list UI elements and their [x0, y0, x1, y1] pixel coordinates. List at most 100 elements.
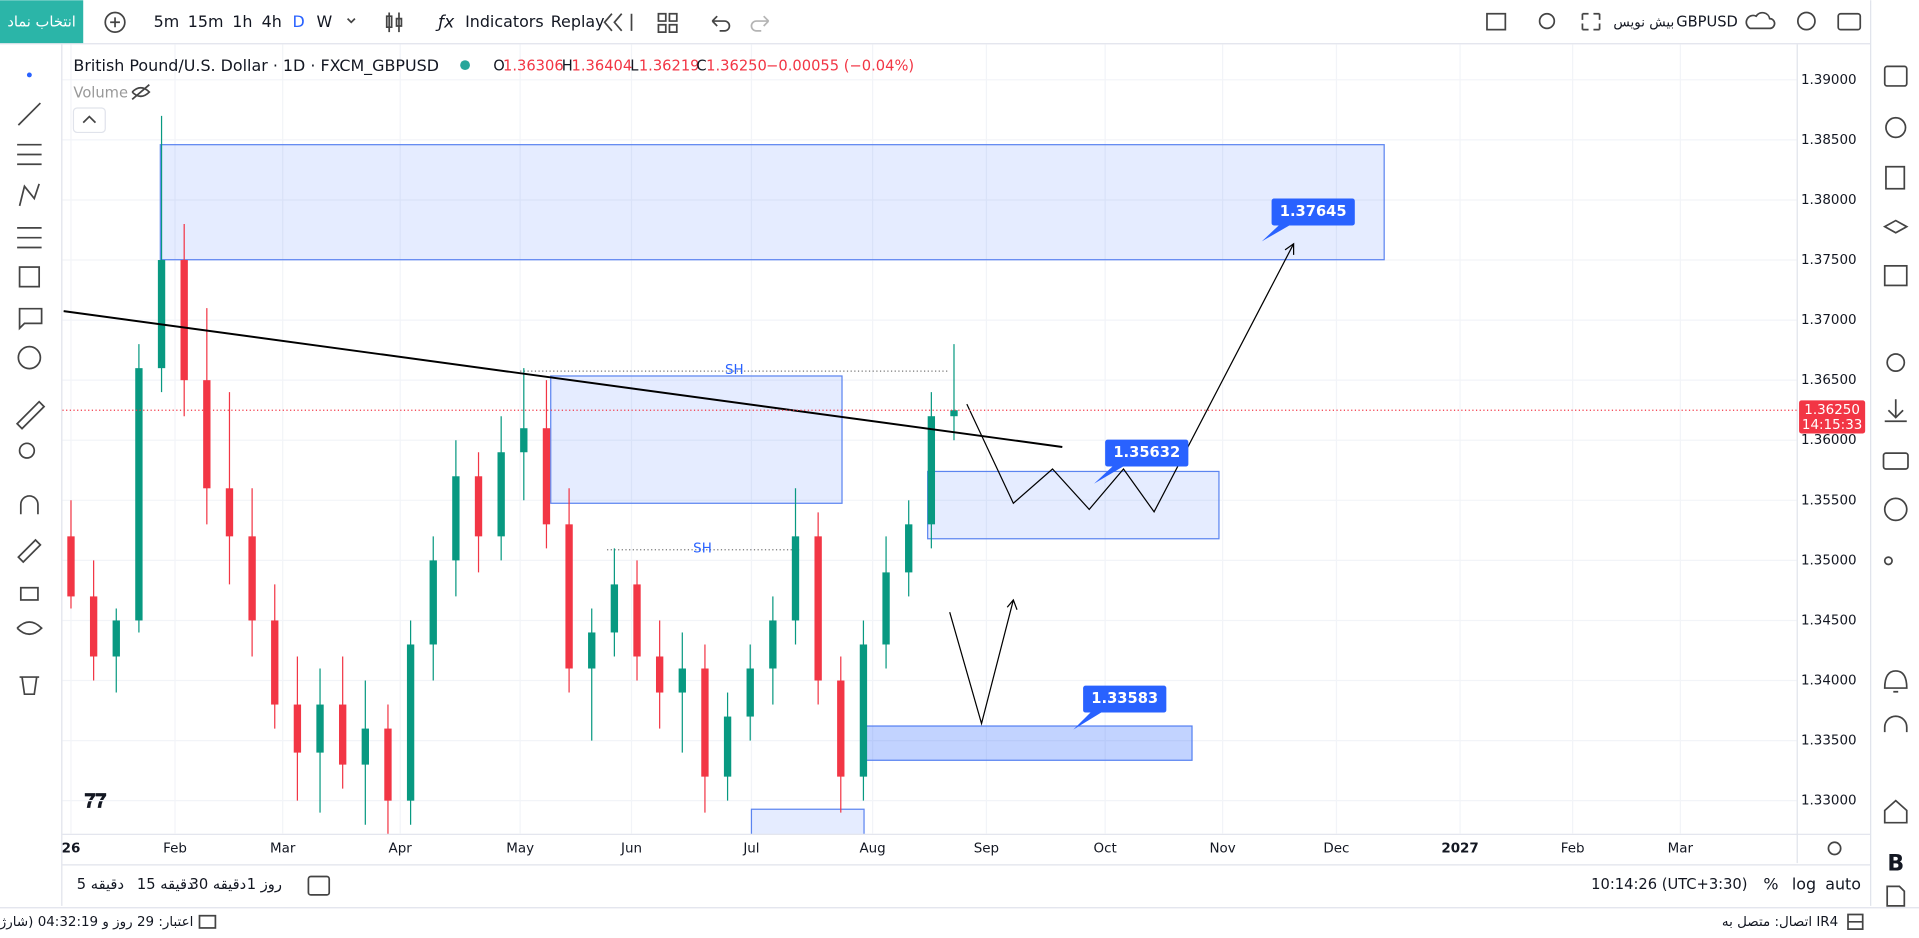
percent-toggle[interactable]: %	[1763, 875, 1778, 894]
x-tick-label: Apr	[389, 841, 413, 856]
expand-icon[interactable]	[1581, 12, 1601, 31]
hide-tool[interactable]	[16, 621, 43, 636]
ui-texts: انتخاب نماد 5m 15m 1h 4h D W Indicators ƒx Replay…	[0, 12, 1866, 930]
candle-body	[89, 596, 98, 657]
candle-body	[655, 656, 664, 693]
log-toggle[interactable]: log	[1792, 875, 1816, 894]
price-label-box	[1083, 685, 1167, 713]
share-icon[interactable]	[1883, 556, 1893, 566]
download-icon[interactable]	[1884, 399, 1907, 423]
x-tick-label: Oct	[1094, 841, 1117, 856]
search-icon[interactable]	[1538, 12, 1556, 30]
replay-icon[interactable]	[603, 13, 633, 32]
range-button[interactable]: 30 دقیقه	[190, 876, 247, 893]
candle-body	[723, 716, 732, 777]
timeframe[interactable]: W	[316, 12, 332, 31]
collapse-legend-button[interactable]	[72, 107, 106, 134]
draft-label[interactable]: بیش نویس	[1613, 15, 1674, 30]
ideas-icon[interactable]	[1883, 264, 1908, 287]
range-button[interactable]: 1 روز	[247, 876, 282, 893]
profile-icon[interactable]	[1883, 497, 1908, 522]
timeframe[interactable]: 4h	[262, 12, 282, 31]
candle-body	[203, 380, 211, 489]
indicators-icon: ƒx	[435, 12, 455, 32]
shape-tool[interactable]	[18, 266, 41, 288]
connection-status: اتصال: متصل به IR4	[1722, 915, 1838, 930]
lock-tool[interactable]	[19, 586, 39, 601]
settings-icon[interactable]	[1796, 11, 1816, 31]
volume-hidden-icon[interactable]	[131, 84, 151, 101]
brand-icon[interactable]: B	[1887, 851, 1904, 876]
chart-type-icon[interactable]	[385, 12, 403, 33]
candle-body	[520, 428, 528, 453]
prediction-tool[interactable]	[17, 227, 42, 249]
candle-body	[905, 524, 913, 573]
auto-toggle[interactable]: auto	[1825, 875, 1861, 894]
snapshot-icon[interactable]	[1837, 12, 1862, 31]
range-button[interactable]: 15 دقیقه	[137, 876, 194, 893]
indicators-button[interactable]: Indicators	[465, 12, 544, 31]
alerts-icon[interactable]	[1885, 116, 1907, 139]
legend-high-value: 1.36404	[572, 57, 633, 74]
timeframe[interactable]: 15m	[188, 12, 224, 31]
icon-tool[interactable]	[17, 345, 42, 370]
notes-icon[interactable]	[1885, 165, 1906, 190]
range-button[interactable]: 5 دقیقه	[77, 876, 124, 893]
candle-body	[406, 644, 415, 801]
line-tool[interactable]	[17, 102, 41, 126]
x-tick-label: Jul	[742, 841, 759, 856]
fib-tool[interactable]	[17, 143, 42, 166]
redo-icon[interactable]	[750, 15, 770, 32]
symbol-button[interactable]	[0, 0, 84, 44]
undo-icon[interactable]	[711, 15, 731, 32]
magnet-tool[interactable]	[19, 495, 39, 515]
dropdown-icon[interactable]	[346, 18, 356, 24]
swing-high-label: SH	[693, 542, 712, 557]
y-tick-label: 1.37000	[1801, 313, 1857, 328]
timeframe[interactable]: D	[292, 12, 304, 31]
price-label-text: 1.33583	[1091, 690, 1158, 707]
zoom-tool[interactable]	[18, 442, 36, 459]
replay-button[interactable]: Replay	[551, 12, 605, 31]
axis-settings-icon[interactable]	[1827, 841, 1842, 856]
pattern-tool[interactable]	[18, 183, 40, 207]
timeframe[interactable]: 1h	[232, 12, 252, 31]
market-status-dot	[460, 60, 470, 71]
exit-icon[interactable]	[1886, 885, 1906, 907]
x-tick-label: Nov	[1209, 841, 1235, 856]
notification-icon[interactable]	[1883, 670, 1908, 693]
symbol-name[interactable]: GBPUSD	[1676, 13, 1738, 30]
price-label-box	[1105, 439, 1189, 467]
y-tick-label: 1.38500	[1801, 133, 1857, 148]
settings-side-icon[interactable]	[1886, 353, 1906, 372]
candle-body	[950, 410, 958, 417]
layout-icon[interactable]	[657, 12, 678, 33]
home-icon[interactable]	[1883, 799, 1908, 824]
support-icon[interactable]	[1883, 715, 1908, 733]
right-sidebar-icons	[1882, 65, 1909, 907]
candle-body	[271, 620, 279, 705]
cursor-tool[interactable]	[26, 72, 32, 78]
x-tick-label: 26	[62, 841, 81, 856]
draw-mode-tool[interactable]	[17, 538, 42, 564]
legend-title: British Pound/U.S. Dollar · 1D · FXCM_GB…	[73, 56, 439, 76]
symbol-button-label[interactable]: انتخاب نماد	[7, 13, 76, 30]
x-tick-label: Mar	[270, 841, 296, 856]
current-price-label: 1.36250	[1804, 403, 1860, 418]
y-tick-label: 1.33000	[1801, 794, 1857, 809]
delete-tool[interactable]	[19, 676, 40, 696]
fullscreen-icon[interactable]	[1486, 12, 1507, 31]
layers-icon[interactable]	[1882, 219, 1909, 234]
cloud-icon[interactable]	[1745, 11, 1776, 30]
arrow-head	[1006, 598, 1018, 610]
date-range-icon[interactable]	[307, 875, 331, 896]
text-tool[interactable]	[18, 307, 43, 331]
measure-tool[interactable]	[15, 400, 46, 430]
x-tick-label: Feb	[1561, 841, 1585, 856]
watchlist-icon[interactable]	[1883, 65, 1908, 87]
wallet-icon[interactable]	[1882, 452, 1909, 470]
chart-area	[62, 44, 1797, 834]
timeframe[interactable]: 5m	[154, 12, 180, 31]
add-symbol-icon[interactable]	[104, 11, 126, 33]
